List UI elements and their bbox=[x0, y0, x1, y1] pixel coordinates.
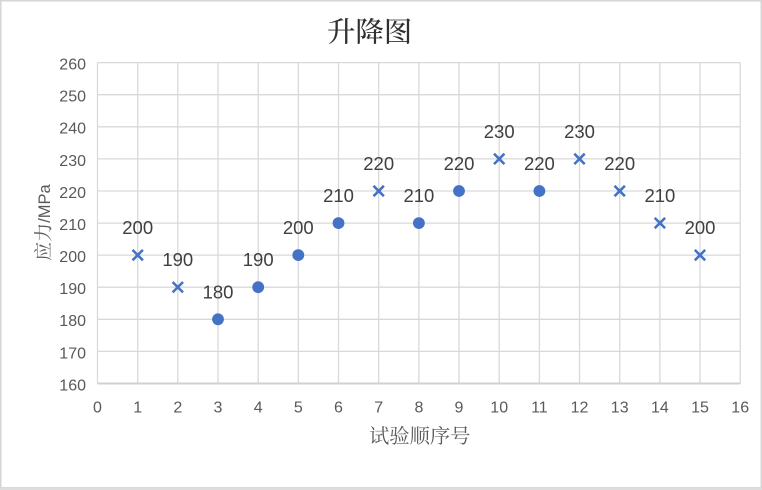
svg-text:180: 180 bbox=[59, 313, 86, 330]
svg-text:0: 0 bbox=[93, 399, 102, 416]
svg-text:190: 190 bbox=[243, 249, 274, 270]
svg-text:230: 230 bbox=[59, 153, 86, 170]
svg-text:230: 230 bbox=[484, 121, 515, 142]
svg-text:190: 190 bbox=[59, 281, 86, 298]
svg-text:260: 260 bbox=[59, 57, 86, 74]
svg-text:10: 10 bbox=[490, 399, 508, 416]
svg-text:12: 12 bbox=[571, 399, 589, 416]
svg-text:200: 200 bbox=[283, 217, 314, 238]
svg-text:6: 6 bbox=[334, 399, 343, 416]
svg-text:250: 250 bbox=[59, 89, 86, 106]
svg-text:210: 210 bbox=[403, 185, 434, 206]
svg-text:160: 160 bbox=[59, 377, 86, 394]
svg-text:220: 220 bbox=[363, 153, 394, 174]
svg-text:190: 190 bbox=[162, 249, 193, 270]
svg-text:220: 220 bbox=[604, 153, 635, 174]
svg-text:1: 1 bbox=[133, 399, 142, 416]
svg-text:210: 210 bbox=[323, 185, 354, 206]
svg-text:230: 230 bbox=[564, 121, 595, 142]
svg-text:5: 5 bbox=[294, 399, 303, 416]
svg-text:210: 210 bbox=[644, 185, 675, 206]
svg-text:180: 180 bbox=[203, 281, 234, 302]
svg-text:16: 16 bbox=[731, 399, 749, 416]
svg-text:14: 14 bbox=[651, 399, 669, 416]
svg-text:13: 13 bbox=[611, 399, 629, 416]
svg-text:7: 7 bbox=[374, 399, 383, 416]
svg-text:240: 240 bbox=[59, 121, 86, 138]
svg-text:200: 200 bbox=[59, 249, 86, 266]
svg-text:4: 4 bbox=[254, 399, 263, 416]
svg-text:220: 220 bbox=[444, 153, 475, 174]
svg-text:200: 200 bbox=[685, 217, 716, 238]
svg-text:220: 220 bbox=[59, 185, 86, 202]
svg-text:11: 11 bbox=[531, 399, 548, 416]
svg-text:15: 15 bbox=[691, 399, 709, 416]
svg-text:170: 170 bbox=[59, 345, 86, 362]
svg-text:/MPa: /MPa bbox=[36, 183, 54, 222]
svg-text:210: 210 bbox=[59, 217, 86, 234]
svg-text:200: 200 bbox=[122, 217, 153, 238]
svg-text:2: 2 bbox=[173, 399, 182, 416]
svg-text:220: 220 bbox=[524, 153, 555, 174]
svg-text:9: 9 bbox=[455, 399, 464, 416]
svg-text:3: 3 bbox=[214, 399, 223, 416]
svg-text:8: 8 bbox=[414, 399, 423, 416]
